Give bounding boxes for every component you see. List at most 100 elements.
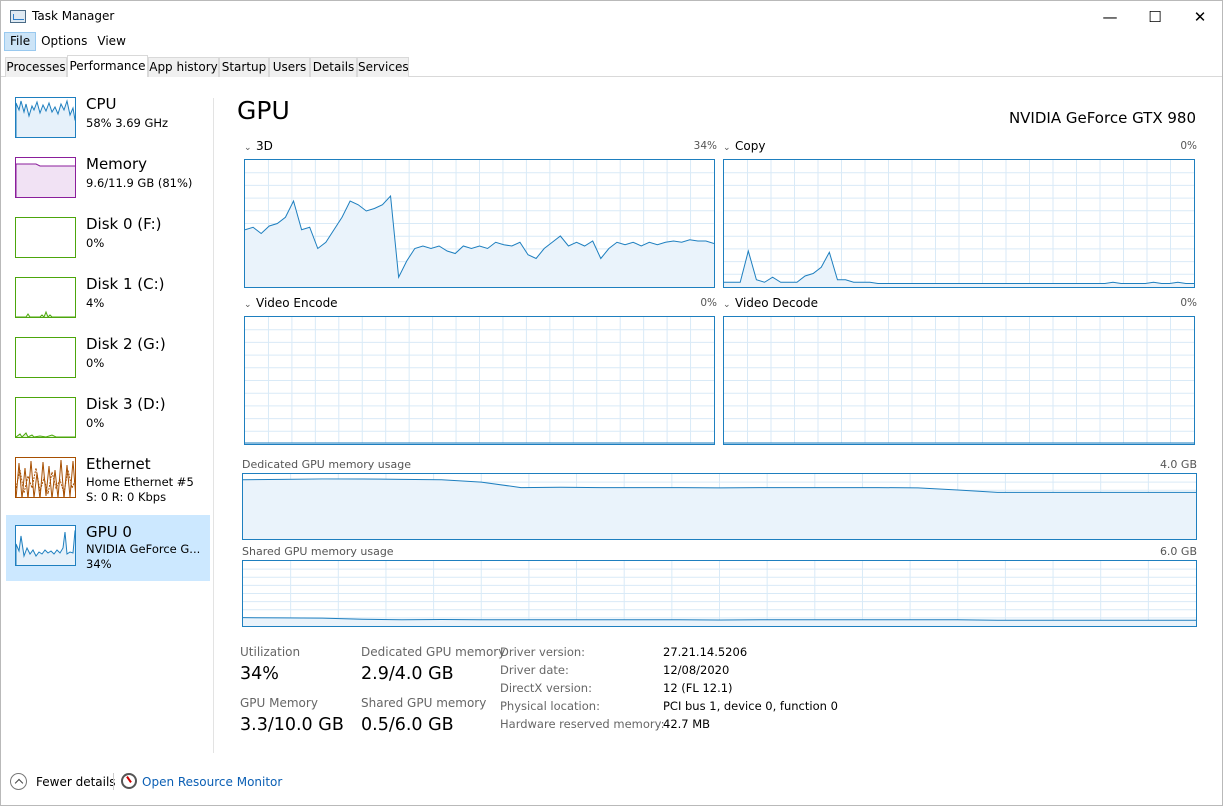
- disk-3-thumbnail: [15, 397, 76, 438]
- sidebar-item-ethernet[interactable]: Ethernet Home Ethernet #5 S: 0 R: 0 Kbps: [6, 447, 210, 511]
- sidebar-subtitle: NVIDIA GeForce G...: [86, 542, 201, 556]
- chevron-down-icon: ⌄: [244, 143, 252, 153]
- tab-details[interactable]: Details: [310, 57, 357, 77]
- sidebar-item-disk-0[interactable]: Disk 0 (F:) 0%: [6, 207, 210, 271]
- graph-copy-label: Copy: [735, 139, 766, 153]
- tab-services[interactable]: Services: [357, 57, 409, 77]
- sidebar-subtitle: Home Ethernet #5: [86, 475, 194, 489]
- graph-video-decode-selector[interactable]: ⌄ Video Decode: [723, 296, 818, 310]
- dedicated-gpu-memory-label: Dedicated GPU memory: [361, 645, 506, 659]
- graph-video-encode-value: 0%: [700, 297, 717, 309]
- sidebar-subtitle-2: S: 0 R: 0 Kbps: [86, 490, 167, 504]
- shared-memory-max: 6.0 GB: [1159, 545, 1197, 558]
- sidebar-title: GPU 0: [86, 523, 132, 541]
- title-bar: Task Manager — ☐ ✕: [1, 1, 1222, 32]
- graph-copy-svg: [724, 160, 1194, 287]
- tab-app-history[interactable]: App history: [148, 57, 219, 77]
- physical-location-label: Physical location:: [500, 699, 600, 713]
- open-resource-monitor-link[interactable]: Open Resource Monitor: [142, 775, 283, 789]
- sidebar-item-disk-3[interactable]: Disk 3 (D:) 0%: [6, 387, 210, 451]
- minimize-button[interactable]: —: [1102, 7, 1118, 26]
- sidebar-title: Disk 0 (F:): [86, 215, 162, 233]
- sidebar-subtitle: 58% 3.69 GHz: [86, 116, 169, 130]
- graph-copy-selector[interactable]: ⌄ Copy: [723, 139, 765, 153]
- graph-3d-area: [245, 196, 714, 287]
- footer-bar: Fewer details Open Resource Monitor: [1, 761, 1222, 805]
- close-button[interactable]: ✕: [1193, 7, 1207, 26]
- tab-startup[interactable]: Startup: [219, 57, 269, 77]
- graph-dedicated-memory-svg: [243, 474, 1196, 539]
- sidebar-subtitle: 9.6/11.9 GB (81%): [86, 176, 193, 190]
- page-title: GPU: [237, 96, 290, 125]
- dedicated-gpu-memory-value: 2.9/4.0 GB: [361, 664, 454, 684]
- sidebar-item-disk-1[interactable]: Disk 1 (C:) 4%: [6, 267, 210, 331]
- directx-version-label: DirectX version:: [500, 681, 592, 695]
- tab-performance[interactable]: Performance: [67, 55, 148, 77]
- hardware-reserved-memory-label: Hardware reserved memory:: [500, 717, 665, 731]
- sidebar-title: Memory: [86, 155, 148, 173]
- graph-shared-memory-line: [243, 617, 1196, 621]
- driver-version-label: Driver version:: [500, 645, 586, 659]
- graph-3d-svg: [245, 160, 714, 287]
- window-title: Task Manager: [32, 9, 115, 23]
- graph-3d-line: [245, 194, 714, 280]
- resource-monitor-icon[interactable]: [121, 773, 137, 789]
- sidebar-subtitle-2: 34%: [86, 557, 112, 571]
- chevron-down-icon: ⌄: [244, 300, 252, 310]
- fewer-details-link[interactable]: Fewer details: [36, 775, 116, 789]
- gpu-memory-label: GPU Memory: [240, 696, 318, 710]
- gpu-thumbnail: [15, 525, 76, 566]
- maximize-button[interactable]: ☐: [1148, 7, 1162, 26]
- sidebar-title: Disk 3 (D:): [86, 395, 166, 413]
- sidebar-divider: [213, 98, 214, 753]
- shared-gpu-memory-value: 0.5/6.0 GB: [361, 715, 454, 735]
- graph-dedicated-memory-line: [243, 478, 1196, 493]
- sidebar-item-memory[interactable]: Memory 9.6/11.9 GB (81%): [6, 147, 210, 211]
- footer-separator: [113, 773, 114, 790]
- chevron-up-icon[interactable]: [10, 773, 27, 790]
- menu-options[interactable]: Options: [41, 34, 88, 48]
- sidebar-title: Ethernet: [86, 455, 151, 473]
- sidebar-item-gpu-0[interactable]: GPU 0 NVIDIA GeForce G... 34%: [6, 515, 210, 581]
- sidebar-item-cpu[interactable]: CPU 58% 3.69 GHz: [6, 87, 210, 151]
- graph-dedicated-memory: [242, 473, 1197, 540]
- cpu-thumbnail: [15, 97, 76, 138]
- hardware-reserved-memory-value: 42.7 MB: [663, 717, 711, 731]
- sidebar-title: Disk 1 (C:): [86, 275, 165, 293]
- sidebar-item-disk-2[interactable]: Disk 2 (G:) 0%: [6, 327, 210, 391]
- sidebar-title: CPU: [86, 95, 117, 113]
- graph-shared-memory-area: [243, 617, 1196, 626]
- sidebar-title: Disk 2 (G:): [86, 335, 166, 353]
- sidebar-subtitle: 0%: [86, 356, 105, 370]
- sidebar-subtitle: 0%: [86, 416, 105, 430]
- shared-memory-label: Shared GPU memory usage: [242, 545, 394, 558]
- graph-3d-value: 34%: [693, 140, 717, 152]
- graph-video-encode: [244, 316, 715, 445]
- menu-file[interactable]: File: [4, 32, 37, 51]
- resource-sidebar: CPU 58% 3.69 GHz Memory 9.6/11.9 GB (81%…: [4, 87, 212, 757]
- graph-copy-line: [724, 249, 1194, 284]
- graph-video-decode: [723, 316, 1195, 445]
- dedicated-memory-label: Dedicated GPU memory usage: [242, 458, 411, 471]
- graph-3d-selector[interactable]: ⌄ 3D: [244, 139, 273, 153]
- graph-video-encode-svg: [245, 317, 714, 444]
- menu-view[interactable]: View: [97, 34, 126, 48]
- sidebar-subtitle: 0%: [86, 236, 105, 250]
- graph-video-decode-value: 0%: [1180, 297, 1197, 309]
- graph-copy-value: 0%: [1180, 140, 1197, 152]
- tab-processes[interactable]: Processes: [5, 57, 67, 77]
- shared-gpu-memory-label: Shared GPU memory: [361, 696, 487, 710]
- physical-location-value: PCI bus 1, device 0, function 0: [663, 699, 838, 713]
- driver-date-value: 12/08/2020: [663, 663, 730, 677]
- task-manager-icon: [10, 10, 26, 23]
- gpu-device-name: NVIDIA GeForce GTX 980: [1008, 109, 1196, 127]
- graph-video-encode-label: Video Encode: [256, 296, 338, 310]
- graph-video-encode-selector[interactable]: ⌄ Video Encode: [244, 296, 338, 310]
- disk-2-thumbnail: [15, 337, 76, 378]
- graph-video-decode-svg: [724, 317, 1194, 444]
- graph-dedicated-memory-area: [243, 478, 1196, 539]
- graph-3d: [244, 159, 715, 288]
- tab-users[interactable]: Users: [269, 57, 310, 77]
- utilization-value: 34%: [240, 664, 279, 684]
